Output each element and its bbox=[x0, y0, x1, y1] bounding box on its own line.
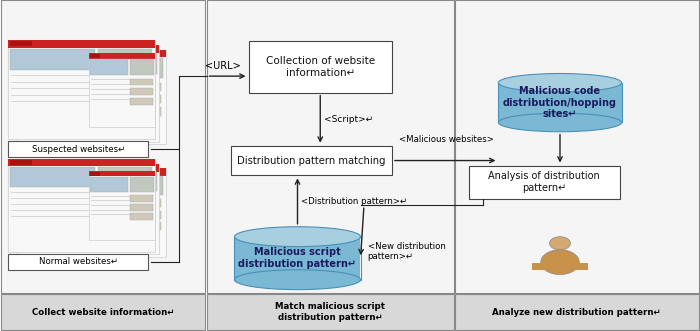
Bar bbox=[26, 168, 165, 257]
Text: <URL>: <URL> bbox=[204, 61, 241, 71]
Text: Match malicious script
distribution pattern↵: Match malicious script distribution patt… bbox=[275, 303, 385, 322]
Bar bbox=[90, 171, 155, 176]
Text: Collect website information↵: Collect website information↵ bbox=[32, 307, 174, 317]
Bar bbox=[90, 171, 155, 240]
Bar bbox=[111, 58, 163, 78]
Ellipse shape bbox=[498, 113, 622, 132]
Bar bbox=[10, 160, 32, 165]
Bar bbox=[17, 164, 160, 254]
Bar bbox=[27, 176, 108, 195]
Text: Malicious code
distribution/hopping
sites↵: Malicious code distribution/hopping site… bbox=[503, 86, 617, 119]
Bar bbox=[206, 294, 454, 330]
Bar bbox=[18, 172, 101, 191]
Bar bbox=[18, 54, 101, 74]
Text: Normal websites↵: Normal websites↵ bbox=[38, 257, 118, 266]
Bar bbox=[104, 172, 157, 191]
Bar bbox=[26, 168, 165, 175]
Bar bbox=[113, 222, 162, 230]
Bar bbox=[130, 204, 153, 211]
Bar bbox=[17, 45, 160, 142]
Bar bbox=[90, 172, 100, 176]
Bar bbox=[90, 54, 100, 58]
Bar bbox=[113, 199, 162, 207]
Bar bbox=[99, 74, 151, 83]
Bar bbox=[1, 0, 205, 293]
Text: <New distribution
pattern>↵: <New distribution pattern>↵ bbox=[368, 242, 445, 261]
Bar bbox=[130, 177, 154, 192]
Bar bbox=[8, 159, 155, 252]
Text: Suspected websites↵: Suspected websites↵ bbox=[32, 145, 125, 154]
Bar bbox=[98, 49, 153, 70]
Bar bbox=[105, 104, 155, 113]
Bar bbox=[130, 213, 153, 219]
Bar bbox=[231, 146, 392, 175]
Bar bbox=[26, 50, 165, 57]
Bar bbox=[105, 219, 155, 227]
Bar bbox=[90, 59, 128, 75]
Bar bbox=[113, 83, 162, 91]
Bar bbox=[90, 177, 128, 192]
Bar bbox=[10, 41, 32, 46]
Bar bbox=[8, 40, 155, 139]
Ellipse shape bbox=[234, 227, 360, 247]
Text: <Malicious websites>: <Malicious websites> bbox=[399, 135, 494, 144]
Bar bbox=[130, 195, 153, 202]
Bar bbox=[105, 79, 155, 88]
Bar bbox=[234, 237, 360, 280]
Ellipse shape bbox=[540, 250, 580, 275]
Bar bbox=[455, 294, 699, 330]
Ellipse shape bbox=[498, 73, 622, 92]
Bar bbox=[27, 51, 48, 56]
Bar bbox=[27, 58, 108, 78]
Bar bbox=[26, 50, 165, 144]
Bar bbox=[113, 211, 162, 219]
Bar bbox=[99, 87, 151, 96]
Ellipse shape bbox=[234, 270, 360, 290]
Bar bbox=[90, 53, 155, 59]
Bar bbox=[17, 164, 160, 171]
Text: <Distribution pattern>↵: <Distribution pattern>↵ bbox=[301, 197, 407, 206]
Bar bbox=[8, 40, 155, 48]
Text: Distribution pattern matching: Distribution pattern matching bbox=[237, 156, 386, 166]
Ellipse shape bbox=[550, 237, 570, 250]
Bar bbox=[113, 107, 162, 116]
Bar bbox=[98, 167, 153, 187]
Bar bbox=[8, 254, 148, 270]
Bar bbox=[105, 92, 155, 100]
Text: Malicious script
distribution pattern↵: Malicious script distribution pattern↵ bbox=[239, 247, 356, 269]
Text: <Script>↵: <Script>↵ bbox=[323, 115, 373, 124]
Bar bbox=[90, 53, 155, 127]
Bar bbox=[18, 166, 40, 170]
Bar bbox=[455, 0, 699, 293]
Bar bbox=[17, 45, 160, 53]
Bar bbox=[130, 88, 153, 95]
Bar bbox=[104, 54, 157, 74]
Text: Collection of website
information↵: Collection of website information↵ bbox=[266, 56, 374, 78]
Bar bbox=[498, 83, 622, 122]
Bar bbox=[99, 100, 151, 109]
Bar bbox=[8, 141, 148, 157]
Bar bbox=[10, 49, 95, 70]
Bar bbox=[113, 95, 162, 103]
Text: Analyze new distribution pattern↵: Analyze new distribution pattern↵ bbox=[492, 307, 662, 317]
Bar bbox=[1, 294, 205, 330]
Bar bbox=[8, 159, 155, 166]
Bar bbox=[105, 208, 155, 215]
Bar bbox=[248, 41, 392, 93]
Bar bbox=[206, 0, 454, 293]
Bar bbox=[99, 191, 151, 200]
Bar bbox=[27, 169, 48, 174]
Bar bbox=[10, 167, 95, 187]
Bar bbox=[18, 46, 40, 52]
Bar bbox=[99, 215, 151, 224]
Bar bbox=[130, 79, 153, 85]
Bar bbox=[99, 203, 151, 212]
Bar bbox=[105, 196, 155, 204]
Bar bbox=[130, 98, 153, 105]
Text: Analysis of distribution
pattern↵: Analysis of distribution pattern↵ bbox=[489, 171, 600, 193]
Bar bbox=[469, 166, 620, 199]
Bar bbox=[130, 59, 154, 75]
Bar bbox=[532, 263, 588, 270]
Bar bbox=[111, 176, 163, 195]
